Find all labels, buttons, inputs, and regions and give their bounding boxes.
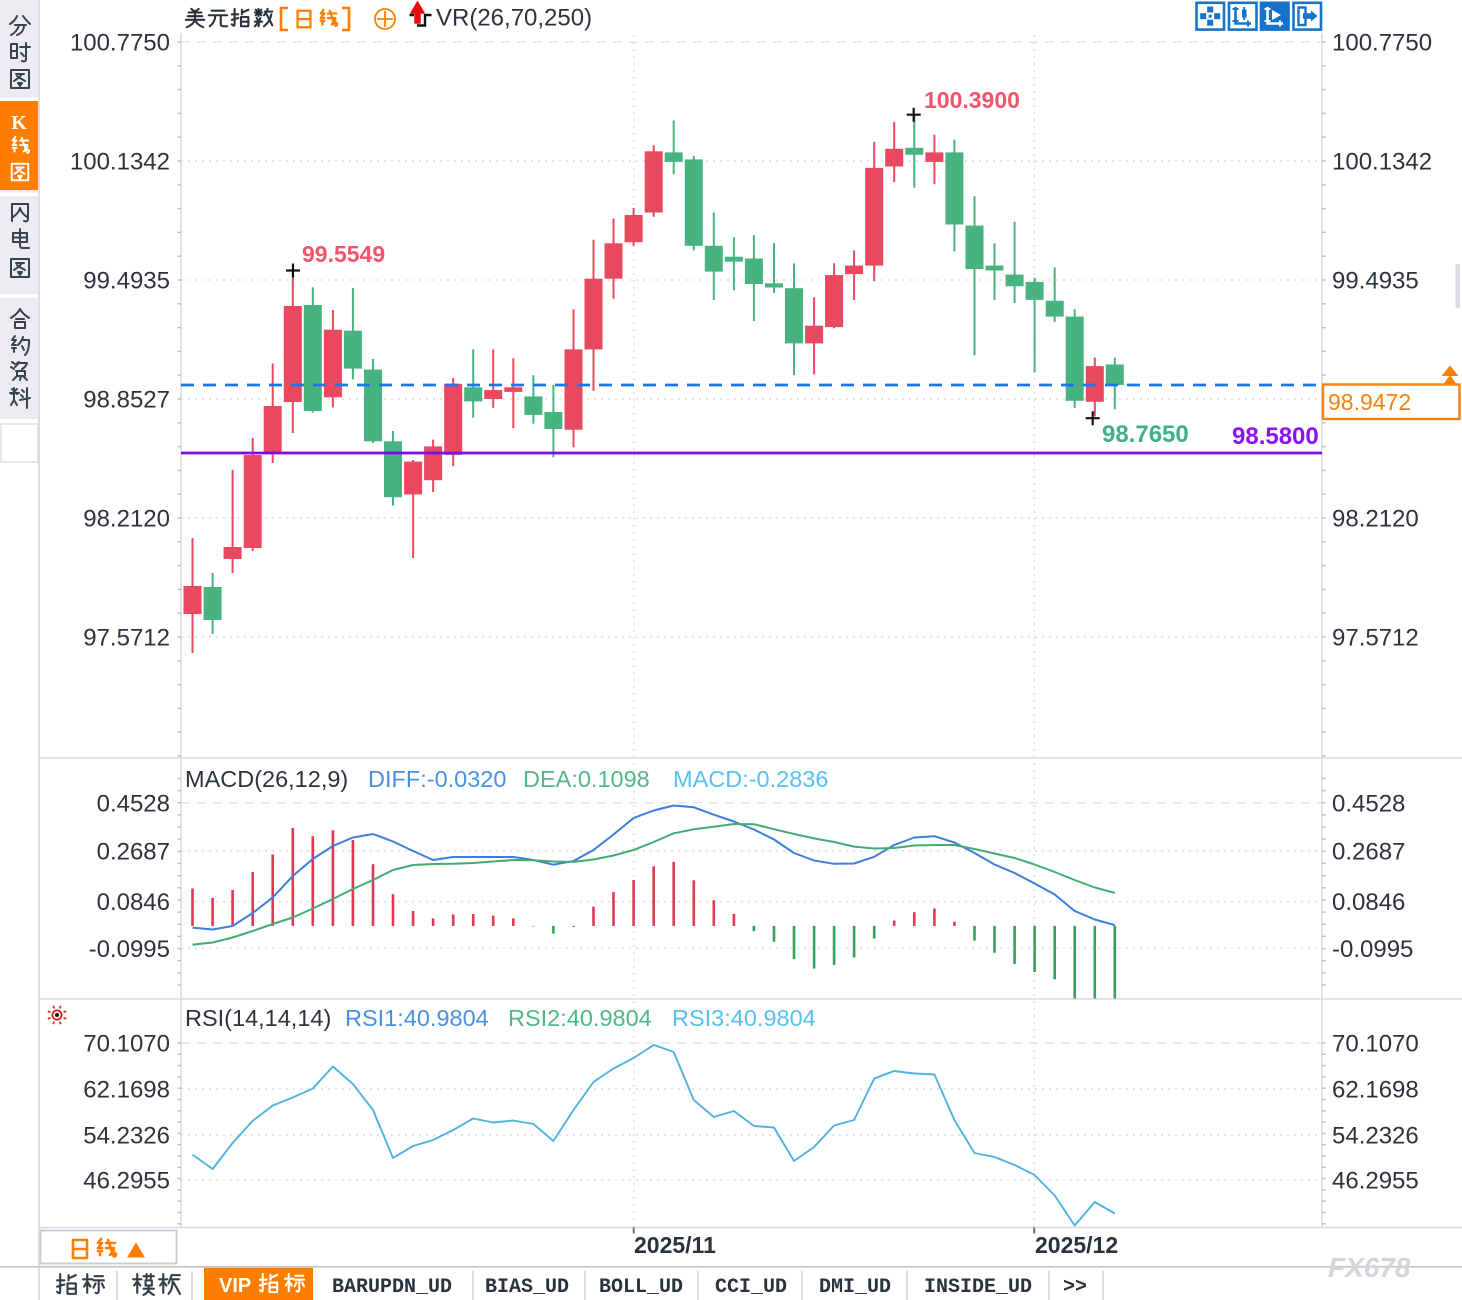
svg-text:70.1070: 70.1070 — [1332, 1031, 1419, 1058]
svg-text:RSI3:40.9804: RSI3:40.9804 — [672, 1005, 816, 1031]
svg-text:CCI_UD: CCI_UD — [715, 1276, 787, 1299]
svg-text:98.9472: 98.9472 — [1328, 389, 1411, 415]
svg-text:2025/11: 2025/11 — [634, 1232, 716, 1258]
svg-text:70.1070: 70.1070 — [83, 1031, 170, 1058]
svg-text:-0.0995: -0.0995 — [89, 936, 170, 963]
svg-text:100.3900: 100.3900 — [924, 87, 1020, 113]
svg-text:62.1698: 62.1698 — [83, 1077, 170, 1104]
svg-text:100.7750: 100.7750 — [70, 30, 170, 57]
svg-text:FX678: FX678 — [1328, 1252, 1411, 1283]
svg-text:100.1342: 100.1342 — [1332, 149, 1432, 176]
svg-text:RSI2:40.9804: RSI2:40.9804 — [508, 1005, 652, 1031]
svg-text:BOLL_UD: BOLL_UD — [599, 1276, 683, 1299]
svg-text:98.2120: 98.2120 — [83, 506, 170, 533]
svg-text:99.5549: 99.5549 — [302, 241, 385, 267]
svg-text:MACD(26,12,9): MACD(26,12,9) — [185, 766, 348, 792]
svg-text:0.4528: 0.4528 — [1332, 790, 1405, 817]
svg-text:46.2955: 46.2955 — [1332, 1168, 1419, 1195]
svg-text:0.4528: 0.4528 — [97, 790, 170, 817]
svg-text:BARUPDN_UD: BARUPDN_UD — [332, 1276, 452, 1299]
svg-text:54.2326: 54.2326 — [83, 1123, 170, 1150]
svg-text:97.5712: 97.5712 — [83, 625, 170, 652]
svg-text:98.2120: 98.2120 — [1332, 506, 1419, 533]
svg-text:0.0846: 0.0846 — [97, 889, 170, 916]
svg-text:2025/12: 2025/12 — [1035, 1232, 1118, 1258]
svg-text:BIAS_UD: BIAS_UD — [485, 1276, 569, 1299]
svg-text:99.4935: 99.4935 — [83, 268, 170, 295]
svg-text:99.4935: 99.4935 — [1332, 268, 1419, 295]
svg-text:INSIDE_UD: INSIDE_UD — [924, 1276, 1032, 1299]
svg-text:98.7650: 98.7650 — [1102, 421, 1189, 448]
svg-text:46.2955: 46.2955 — [83, 1168, 170, 1195]
svg-text:DIFF:-0.0320: DIFF:-0.0320 — [368, 766, 506, 792]
svg-text:RSI1:40.9804: RSI1:40.9804 — [345, 1005, 489, 1031]
svg-text:97.5712: 97.5712 — [1332, 625, 1419, 652]
svg-text:100.7750: 100.7750 — [1332, 30, 1432, 57]
svg-text:K: K — [11, 112, 27, 134]
svg-text:0.0846: 0.0846 — [1332, 889, 1405, 916]
svg-text:RSI(14,14,14): RSI(14,14,14) — [185, 1005, 331, 1031]
svg-text:98.5800: 98.5800 — [1232, 423, 1319, 450]
svg-text:DEA:0.1098: DEA:0.1098 — [523, 766, 650, 792]
svg-text:100.1342: 100.1342 — [70, 149, 170, 176]
svg-text:VR(26,70,250): VR(26,70,250) — [436, 5, 592, 32]
svg-text:54.2326: 54.2326 — [1332, 1123, 1419, 1150]
svg-text:MACD:-0.2836: MACD:-0.2836 — [673, 766, 828, 792]
svg-text:>>: >> — [1063, 1276, 1087, 1299]
svg-text:VIP: VIP — [219, 1275, 251, 1297]
svg-text:0.2687: 0.2687 — [1332, 838, 1405, 865]
svg-text:98.8527: 98.8527 — [83, 387, 170, 414]
svg-text:DMI_UD: DMI_UD — [819, 1276, 891, 1299]
svg-text:62.1698: 62.1698 — [1332, 1077, 1419, 1104]
svg-text:-0.0995: -0.0995 — [1332, 936, 1413, 963]
svg-text:0.2687: 0.2687 — [97, 838, 170, 865]
